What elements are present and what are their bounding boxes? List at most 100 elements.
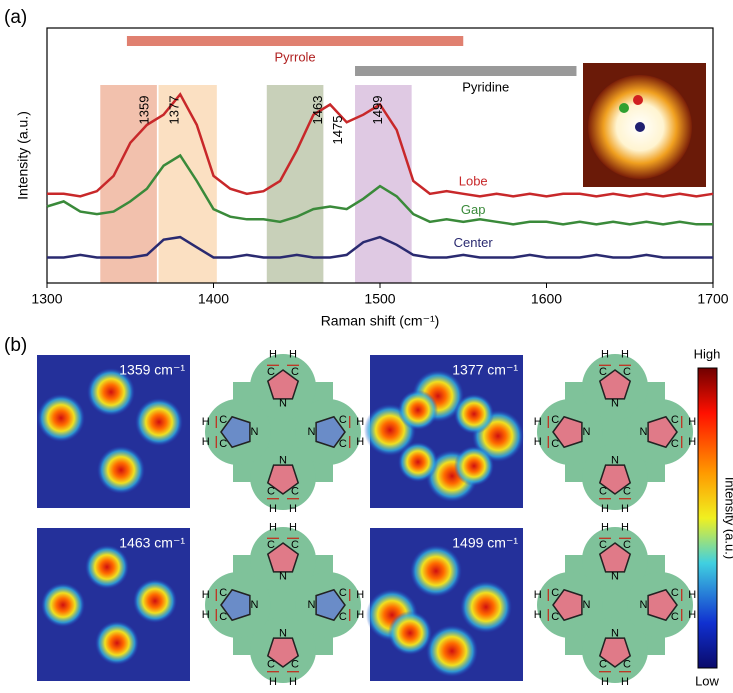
atom-label: H [534, 589, 542, 601]
map-spot [135, 398, 183, 446]
stm-map: 1463 cm⁻¹ [37, 528, 190, 681]
stm-map: 1359 cm⁻¹ [37, 355, 190, 508]
atom-label: H [601, 522, 609, 534]
atom-label: H [202, 589, 210, 601]
map-label: 1377 cm⁻¹ [452, 362, 518, 378]
atom-label: H [289, 349, 297, 361]
atom-label: C [339, 414, 347, 426]
colorbar-low: Low [695, 673, 719, 688]
atom-label: H [356, 416, 364, 428]
atom-label: N [279, 627, 287, 639]
map-spot [454, 446, 494, 486]
atom-label: H [688, 589, 696, 601]
panel-label: (b) [4, 335, 27, 356]
x-tick-label: 1600 [531, 291, 562, 307]
series-label: Center [454, 235, 494, 250]
atom-label: N [279, 397, 287, 409]
atom-label: H [202, 416, 210, 428]
atom-label: C [267, 366, 275, 378]
atom-label: N [279, 454, 287, 466]
map-spot [460, 581, 512, 633]
stm-map: 1499 cm⁻¹ [366, 528, 523, 681]
x-tick-label: 1700 [697, 291, 728, 307]
atom-label: H [601, 503, 609, 515]
colorbar [698, 368, 717, 668]
atom-label: N [583, 599, 591, 611]
x-axis-label: Raman shift (cm⁻¹) [321, 313, 440, 329]
atom-label: H [621, 522, 629, 534]
x-tick-label: 1500 [364, 291, 395, 307]
atom-label: C [267, 659, 275, 671]
peak-label: 1475 [330, 116, 345, 145]
range-bar [127, 36, 463, 46]
range-bar [355, 66, 576, 76]
atom-label: C [599, 659, 607, 671]
atom-label: N [251, 426, 259, 438]
stm-map: 1377 cm⁻¹ [364, 355, 524, 508]
atom-label: C [267, 539, 275, 551]
atom-label: H [202, 609, 210, 621]
page: {"panel_labels": ["(a)", "(b)"], "chart_… [0, 0, 733, 693]
atom-label: C [599, 486, 607, 498]
map-spot [426, 625, 478, 677]
atom-label: C [551, 611, 559, 623]
map-spot [410, 545, 462, 597]
map-label: 1499 cm⁻¹ [452, 535, 518, 551]
molecule-diagram: NCCHHNCCHHNCCHHNCCHH [534, 349, 697, 516]
atom-label: N [611, 454, 619, 466]
atom-label: N [611, 570, 619, 582]
atom-label: C [219, 587, 227, 599]
peak-label: 1499 [370, 96, 385, 125]
atom-label: H [621, 349, 629, 361]
atom-label: N [611, 397, 619, 409]
map-spot [454, 394, 494, 434]
range-label: Pyrrole [274, 49, 315, 64]
map-spot [37, 394, 85, 442]
atom-label: C [671, 414, 679, 426]
atom-label: C [599, 366, 607, 378]
atom-label: N [308, 599, 316, 611]
map-spot [41, 583, 85, 627]
atom-label: H [621, 676, 629, 688]
atom-label: C [623, 486, 631, 498]
atom-label: H [601, 349, 609, 361]
atom-label: C [267, 486, 275, 498]
atom-label: C [551, 438, 559, 450]
series-label: Gap [461, 202, 486, 217]
atom-label: H [688, 609, 696, 621]
x-tick-label: 1400 [198, 291, 229, 307]
atom-label: C [219, 414, 227, 426]
atom-label: N [640, 426, 648, 438]
atom-label: C [671, 438, 679, 450]
atom-label: H [269, 676, 277, 688]
atom-label: H [356, 609, 364, 621]
atom-label: C [551, 414, 559, 426]
y-axis-label: Intensity (a.u.) [15, 111, 31, 200]
atom-label: C [623, 539, 631, 551]
atom-label: H [269, 503, 277, 515]
panel-label: (a) [4, 7, 27, 28]
map-spot [388, 611, 432, 655]
atom-label: C [671, 611, 679, 623]
map-spot [85, 545, 129, 589]
atom-label: N [611, 627, 619, 639]
atom-label: H [601, 676, 609, 688]
map-label: 1359 cm⁻¹ [119, 362, 185, 378]
atom-label: C [623, 659, 631, 671]
series-label: Lobe [459, 174, 488, 189]
peak-label: 1359 [137, 96, 152, 125]
map-spot [133, 579, 177, 623]
figure: (a) (b) PyrrolePyridine13001400150016001… [0, 0, 733, 688]
atom-label: H [688, 416, 696, 428]
atom-label: C [291, 539, 299, 551]
atom-label: C [219, 438, 227, 450]
atom-label: C [291, 366, 299, 378]
molecule-diagram: NCCHHNCCHHNCCHHNCCHH [534, 522, 697, 688]
atom-label: H [356, 589, 364, 601]
atom-label: N [640, 599, 648, 611]
colorbar-label: Intensity (a.u.) [723, 477, 733, 559]
range-label: Pyridine [462, 79, 509, 94]
map-label: 1463 cm⁻¹ [119, 535, 185, 551]
atom-label: H [534, 436, 542, 448]
peak-label: 1463 [310, 96, 325, 125]
